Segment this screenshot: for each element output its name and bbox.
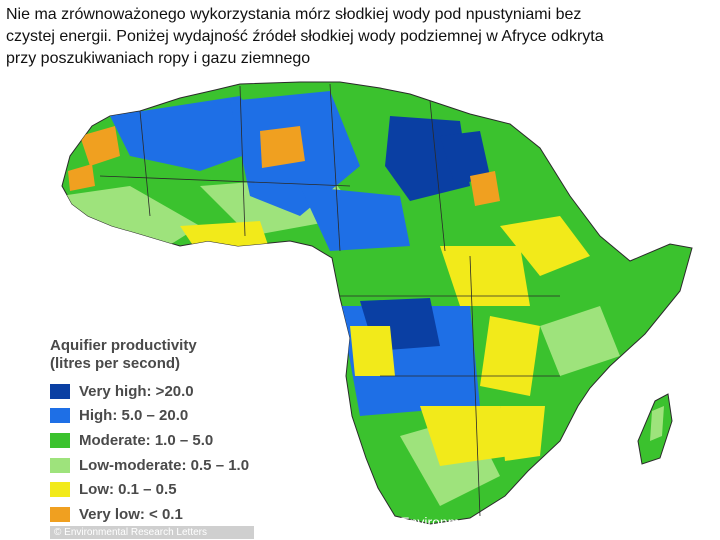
zone-low-east-africa: [440, 246, 530, 306]
watermark-fragment: for Environm: [380, 514, 460, 530]
legend-label: Low-moderate: 0.5 – 1.0: [79, 456, 250, 474]
legend-subtitle: (litres per second): [50, 355, 181, 372]
legend-label: Low: 0.1 – 0.5: [79, 481, 177, 499]
legend-swatch: [50, 482, 70, 498]
legend-swatch: [50, 408, 70, 424]
zone-low-southern: [420, 406, 510, 466]
map-canvas: [61, 81, 693, 525]
title-line-1: Nie ma zrównoważonego wykorzystania mórz…: [6, 6, 582, 23]
title-line-2: czystej energii. Poniżej wydajność źróde…: [6, 28, 604, 45]
madagascar-highland: [650, 406, 664, 441]
zone-very-low-nile: [470, 171, 500, 206]
legend-swatch: [50, 457, 70, 473]
zone-high-north-west: [110, 96, 270, 171]
legend-item-very-high: Very high: >20.0: [50, 379, 270, 404]
legend-label: High: 5.0 – 20.0: [79, 407, 189, 425]
slide-title: Nie ma zrównoważonego wykorzystania mórz…: [6, 4, 714, 70]
legend-title: Aquifier productivity: [50, 337, 197, 354]
legend-label: Very high: >20.0: [79, 382, 194, 400]
zone-low-ethiopia: [500, 216, 590, 276]
zone-low-moderate-east: [540, 306, 620, 376]
legend-item-low-moderate: Low-moderate: 0.5 – 1.0: [50, 453, 270, 478]
legend-item-moderate: Moderate: 1.0 – 5.0: [50, 428, 270, 453]
legend-swatch: [50, 432, 70, 448]
africa-aquifer-map: [0, 76, 720, 540]
image-credit: © Environmental Research Letters: [50, 526, 254, 539]
zone-very-high-egypt: [440, 131, 490, 186]
legend-swatch: [50, 383, 70, 399]
zone-very-low-mauritania: [68, 164, 95, 191]
legend-item-low: Low: 0.1 – 0.5: [50, 477, 270, 502]
legend-swatch: [50, 506, 70, 522]
zone-low-west-africa: [180, 221, 270, 256]
zone-high-chad: [300, 186, 410, 251]
legend-label: Moderate: 1.0 – 5.0: [79, 431, 214, 449]
zone-low-angola: [350, 326, 395, 376]
zone-low-moderate-west: [62, 186, 200, 251]
map-legend: Aquifier productivity (litres per second…: [50, 337, 270, 527]
title-line-3: przy poszukiwaniach ropy i gazu ziemnego: [6, 50, 311, 67]
country-borders: [99, 83, 560, 517]
zone-very-low-morocco: [80, 126, 120, 166]
legend-item-very-low: Very low: < 0.1: [50, 502, 270, 527]
legend-label: Very low: < 0.1: [79, 505, 183, 523]
zone-low-tanzania: [480, 316, 540, 396]
legend-item-high: High: 5.0 – 20.0: [50, 404, 270, 429]
zone-low-mozambique: [500, 406, 545, 461]
zone-very-low-algeria: [260, 126, 305, 168]
